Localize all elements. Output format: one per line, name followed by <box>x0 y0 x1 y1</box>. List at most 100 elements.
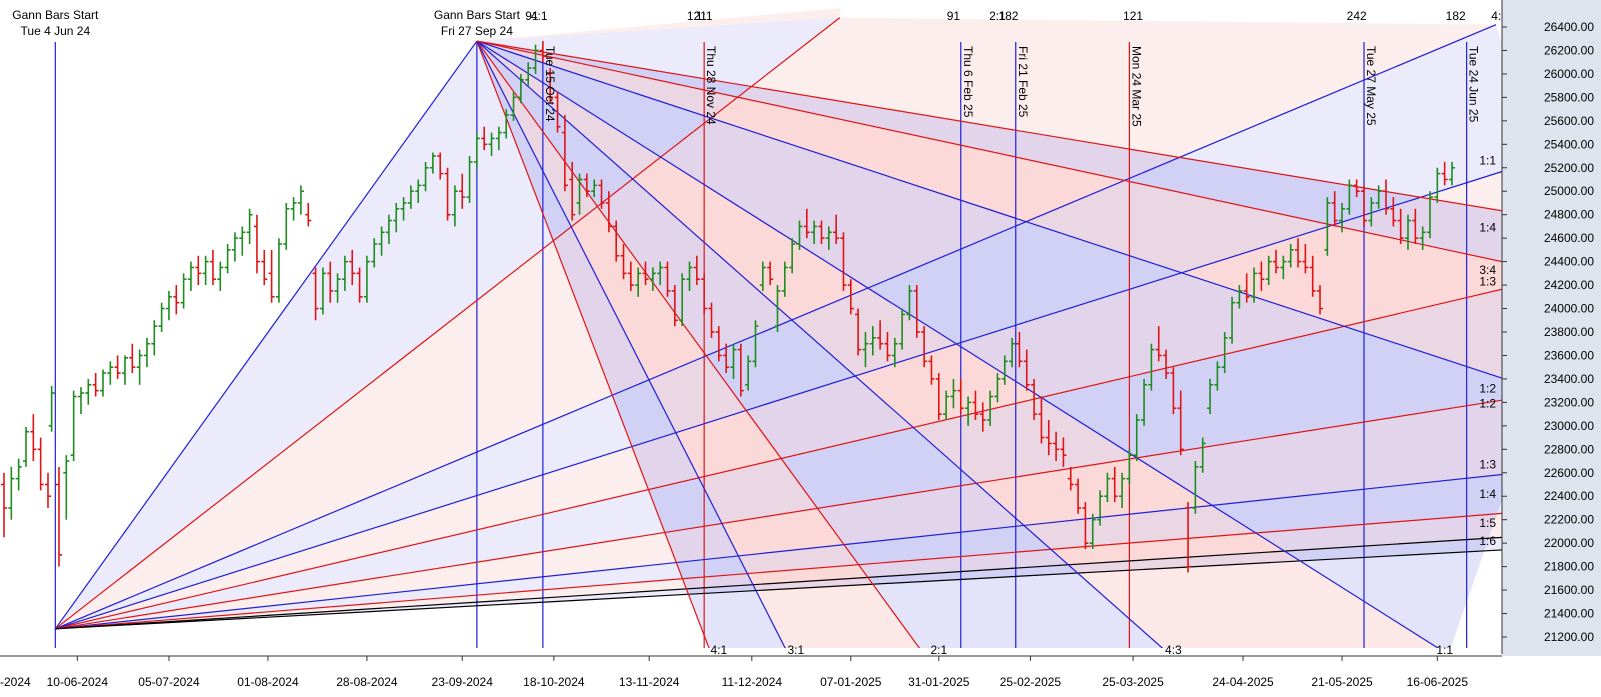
ohlc-bar <box>1067 466 1074 491</box>
y-tick-label: 23400.00 <box>1544 372 1594 386</box>
gann-fan-ray <box>476 40 1164 648</box>
ohlc-bar <box>583 173 590 198</box>
ohlc-bar <box>1375 185 1382 209</box>
ohlc-bar <box>1258 261 1265 291</box>
ohlc-bar <box>1141 378 1148 426</box>
ohlc-bar <box>708 302 715 338</box>
fan-wedge-fill <box>476 8 840 42</box>
ohlc-bar <box>466 156 473 203</box>
gann-fan-ray <box>476 40 1440 648</box>
ohlc-bar <box>979 402 986 432</box>
ohlc-bar <box>1089 513 1096 550</box>
ohlc-bar <box>1251 267 1258 303</box>
ohlc-bar <box>136 349 143 385</box>
y-tick-label: 25400.00 <box>1544 137 1594 151</box>
ohlc-bar <box>158 302 165 332</box>
gann-fan-ray <box>476 40 1502 212</box>
ohlc-bar <box>701 273 708 315</box>
ohlc-bar <box>664 261 671 297</box>
top-count-label: 1:1 <box>696 9 713 23</box>
ohlc-bar <box>349 249 356 286</box>
ohlc-bar <box>180 273 187 309</box>
ohlc-bar <box>495 126 502 151</box>
ohlc-bar <box>569 161 576 221</box>
ohlc-bar <box>1023 349 1030 391</box>
ohlc-bar <box>503 109 510 139</box>
gann-fan-ray <box>54 17 841 630</box>
ohlc-bar <box>121 355 128 385</box>
x-tick-label: 23-09-2024 <box>432 675 494 689</box>
ohlc-bar <box>789 238 796 274</box>
ohlc-bar <box>679 273 686 327</box>
y-tick-label: 24400.00 <box>1544 255 1594 269</box>
ohlc-bar <box>363 255 370 303</box>
gann-fan-ray <box>55 473 1502 630</box>
ohlc-bar <box>745 355 752 391</box>
gann-fan-ray <box>476 40 710 648</box>
ohlc-bar <box>151 320 158 356</box>
y-tick-label: 24800.00 <box>1544 208 1594 222</box>
ohlc-bar <box>1053 431 1060 462</box>
top-count-label: 242 <box>1347 9 1367 23</box>
y-axis: 21200.00 21400.00 21600.00 21800.00 22000.00… <box>1501 0 1601 656</box>
ohlc-bar <box>341 255 348 291</box>
ohlc-bar <box>957 378 964 415</box>
y-tick-label: 23800.00 <box>1544 325 1594 339</box>
gann-start-label: Gann Bars Start <box>434 8 521 22</box>
right-ratio-label: 1:3 <box>1479 275 1496 289</box>
time-line-label: Tue 24 Jun 25 <box>1467 46 1481 123</box>
ohlc-bar <box>781 261 788 297</box>
ohlc-bar <box>730 343 737 379</box>
ohlc-bar <box>1397 208 1404 245</box>
ohlc-bar <box>1045 419 1052 456</box>
ohlc-bar <box>1104 472 1111 503</box>
ohlc-bar <box>554 91 561 133</box>
x-tick-label: 01-08-2024 <box>237 675 299 689</box>
ohlc-bar <box>1229 296 1236 344</box>
ohlc-bar <box>833 214 840 245</box>
top-count-label: 2:1 <box>989 9 1006 23</box>
ohlc-bar <box>561 114 568 192</box>
ohlc-bar <box>510 91 517 121</box>
ohlc-bar <box>393 202 400 233</box>
ohlc-bar <box>1441 161 1448 186</box>
ohlc-bar <box>99 369 106 397</box>
ohlc-bar <box>547 68 554 104</box>
time-lines <box>54 42 1468 648</box>
y-tick-label: 24200.00 <box>1544 278 1594 292</box>
ohlc-bar <box>965 396 972 426</box>
gann-fan-ray <box>55 170 1502 630</box>
ohlc-bar <box>972 390 979 420</box>
ohlc-bar <box>283 202 290 250</box>
gann-fan-ray <box>54 40 478 630</box>
right-ratio-label: 1:4 <box>1479 487 1496 501</box>
ohlc-bar <box>847 279 854 315</box>
ohlc-bar <box>671 285 678 327</box>
ohlc-bar <box>891 337 898 368</box>
right-ratio-label: 1:4 <box>1479 221 1496 235</box>
ohlc-bar <box>187 261 194 291</box>
ohlc-bar <box>107 361 114 385</box>
ohlc-bar <box>840 232 847 291</box>
ohlc-bar <box>1280 255 1287 280</box>
y-tick-label: 22400.00 <box>1544 489 1594 503</box>
ohlc-bar <box>576 173 583 215</box>
y-tick-label: 26000.00 <box>1544 67 1594 81</box>
y-tick-label: 21800.00 <box>1544 560 1594 574</box>
ohlc-bar <box>642 261 649 286</box>
ohlc-bar <box>1148 343 1155 391</box>
ohlc-bar <box>77 387 84 415</box>
ohlc-bar <box>796 220 803 250</box>
ohlc-bar <box>334 273 341 303</box>
ohlc-bar <box>290 197 297 221</box>
gann-fan-ray <box>55 512 1502 630</box>
time-line-label: Thu 28 Nov 24 <box>704 46 718 125</box>
ohlc-bar <box>605 191 612 233</box>
ohlc-bar <box>803 208 810 239</box>
ohlc-bar <box>818 220 825 245</box>
ohlc-bar <box>1133 414 1140 462</box>
right-ratio-label: 1:1 <box>1479 154 1496 168</box>
bottom-ratio-label: 4:3 <box>1165 643 1182 657</box>
ohlc-bar <box>165 290 172 321</box>
